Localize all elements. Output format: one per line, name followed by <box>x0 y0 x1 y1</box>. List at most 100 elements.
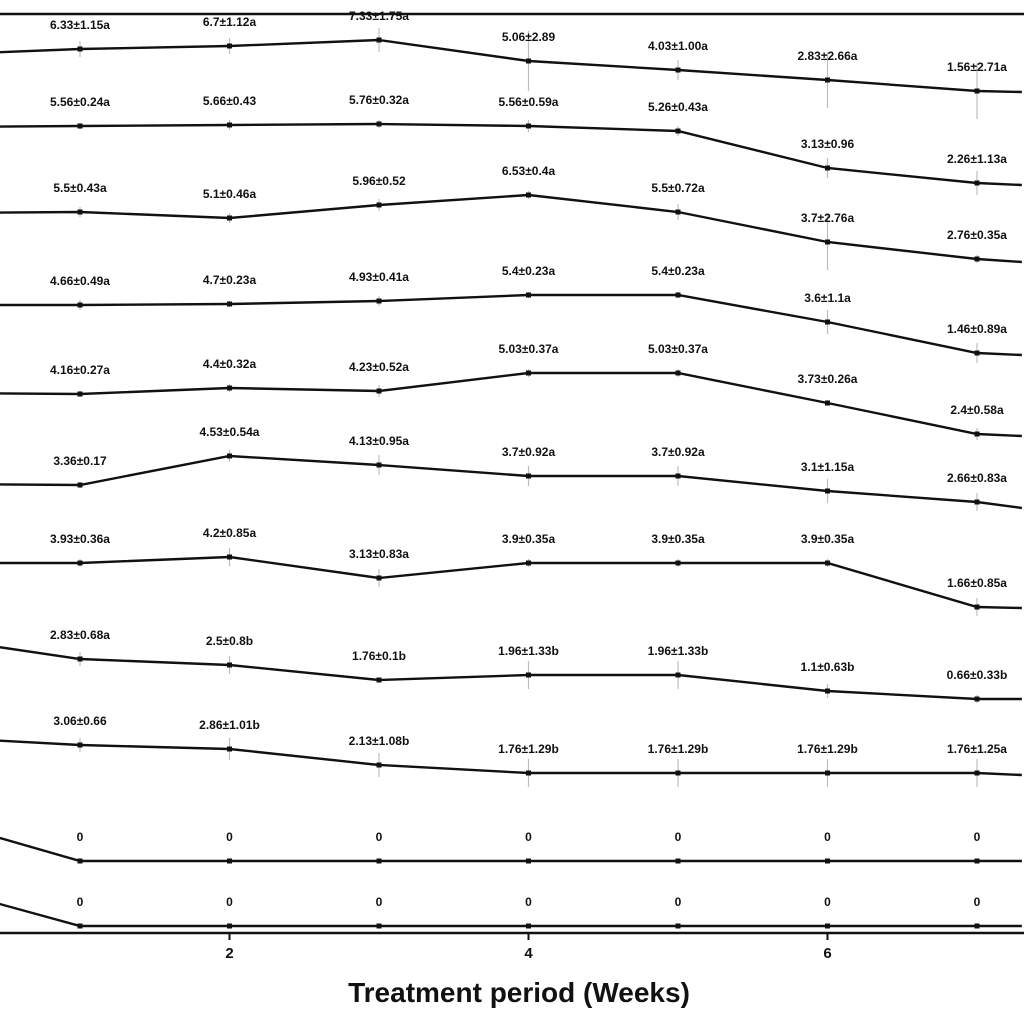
series-11: 0 0 0 0 0 0 0 <box>0 895 1022 929</box>
series-line <box>0 371 1022 438</box>
data-label: 3.7±2.76a <box>801 211 855 225</box>
data-point <box>526 473 531 479</box>
data-label: 3.13±0.83a <box>349 547 409 561</box>
data-label: 0.66±0.33b <box>947 668 1008 682</box>
data-label: 5.03±0.37a <box>499 342 559 356</box>
data-point <box>675 67 681 73</box>
data-label: 4.2±0.85a <box>203 526 257 540</box>
data-point <box>974 770 980 776</box>
data-label: 3.9±0.35a <box>801 532 855 546</box>
plot-frame <box>0 12 1024 935</box>
data-point <box>77 302 83 308</box>
data-point <box>77 123 83 129</box>
data-label: 0 <box>376 895 383 909</box>
data-point <box>825 770 830 776</box>
series-3: 5.5±0.43a 5.1±0.46a 5.96±0.52 6.53±0.4a 5.5±… <box>0 164 1022 270</box>
data-point <box>825 165 830 171</box>
data-point <box>675 209 681 215</box>
data-point <box>825 400 830 406</box>
series-6: a3.36±0.174.53±0.54a4.13±0.95a3.7±0.92a3… <box>0 425 1023 511</box>
x-axis: 2 4 6 <box>225 933 832 962</box>
data-point <box>825 239 830 245</box>
series-1: 6.33±1.15a 6.7±1.12a 7.33±1.75a 5.06±2.89 4.… <box>0 9 1022 119</box>
data-label: 1.56±2.71a <box>947 60 1007 74</box>
x-tick-label: 4 <box>524 945 533 962</box>
data-label: 0 <box>77 895 84 909</box>
data-label: 5.06±2.89 <box>502 30 556 44</box>
data-label: 4.4±0.32a <box>203 357 257 371</box>
data-label: 0 <box>824 895 831 909</box>
data-label: 1.76±1.29b <box>797 742 858 756</box>
data-point <box>675 128 681 134</box>
data-point <box>974 858 980 864</box>
data-point <box>77 560 83 566</box>
data-point <box>227 923 232 929</box>
data-label: 2.86±1.01b <box>199 718 260 732</box>
data-point <box>825 560 830 566</box>
data-point <box>526 58 531 64</box>
data-label: 0 <box>824 830 831 844</box>
data-label: 2.83±2.66a <box>798 49 858 63</box>
data-label: 5.03±0.37a <box>648 342 708 356</box>
data-point <box>974 499 980 505</box>
data-label: 3.9±0.35a <box>502 532 556 546</box>
data-label: 2.13±1.08b <box>349 734 410 748</box>
data-label: 0 <box>525 830 532 844</box>
data-point <box>77 656 83 662</box>
data-point <box>675 923 681 929</box>
data-point <box>376 923 382 929</box>
data-label: 0 <box>974 895 981 909</box>
data-label: 3.93±0.36a <box>50 532 110 546</box>
data-label: 2.83±0.68a <box>50 628 110 642</box>
data-label: 5.56±0.59a <box>499 95 559 109</box>
data-label: 1.96±1.33b <box>498 644 559 658</box>
data-point <box>227 301 232 307</box>
data-label: 4.53±0.54a <box>200 425 260 439</box>
x-tick-label: 2 <box>225 945 233 962</box>
data-point <box>376 121 382 127</box>
data-point <box>526 672 531 678</box>
data-point <box>376 575 382 581</box>
data-point <box>825 858 830 864</box>
data-label: 1.46±0.89a <box>947 322 1007 336</box>
series-8: a2.83±0.68a2.5±0.8b1.76±0.1b1.96±1.33b1.… <box>0 628 1022 703</box>
data-point <box>227 215 232 221</box>
series-line <box>0 555 1022 610</box>
series-layer: 6.33±1.15a 6.7±1.12a 7.33±1.75a 5.06±2.89 4.… <box>0 9 1023 929</box>
data-point <box>526 123 531 129</box>
data-label: 0 <box>675 830 682 844</box>
data-label: 3.1±1.15a <box>801 460 855 474</box>
data-point <box>227 385 232 391</box>
data-point <box>526 923 531 929</box>
data-point <box>227 858 232 864</box>
x-axis-title: Treatment period (Weeks) <box>348 977 690 1008</box>
data-label: 3.13±0.96 <box>801 137 855 151</box>
data-point <box>376 462 382 468</box>
data-label: 3.6±1.1a <box>804 291 851 305</box>
data-label: 5.56±0.24a <box>50 95 110 109</box>
data-label: 0 <box>675 895 682 909</box>
data-point <box>77 391 83 397</box>
data-label: 6.33±1.15a <box>50 18 110 32</box>
data-point <box>227 122 232 128</box>
data-point <box>675 858 681 864</box>
data-label: 2.26±1.13a <box>947 152 1007 166</box>
data-point <box>376 762 382 768</box>
data-label: 6.7±1.12a <box>203 15 257 29</box>
data-point <box>227 746 232 752</box>
series-4: 4.66±0.49a 4.7±0.23a 4.93±0.41a 5.4±0.23a 5.… <box>0 264 1022 363</box>
data-label: 5.4±0.23a <box>651 264 705 278</box>
data-label: 5.1±0.46a <box>203 187 257 201</box>
data-label: 2.66±0.83a <box>947 471 1007 485</box>
data-point <box>376 37 382 43</box>
data-point <box>376 677 382 683</box>
data-point <box>974 256 980 262</box>
series-2: 5.56±0.24a 5.66±0.43 5.76±0.32a 5.56±0.59a 5… <box>0 93 1022 195</box>
data-point <box>825 488 830 494</box>
data-point <box>526 858 531 864</box>
series-line <box>0 454 1023 510</box>
data-label: 1.76±0.1b <box>352 649 406 663</box>
data-point <box>376 298 382 304</box>
series-line <box>0 193 1022 264</box>
data-label: 5.4±0.23a <box>502 264 556 278</box>
